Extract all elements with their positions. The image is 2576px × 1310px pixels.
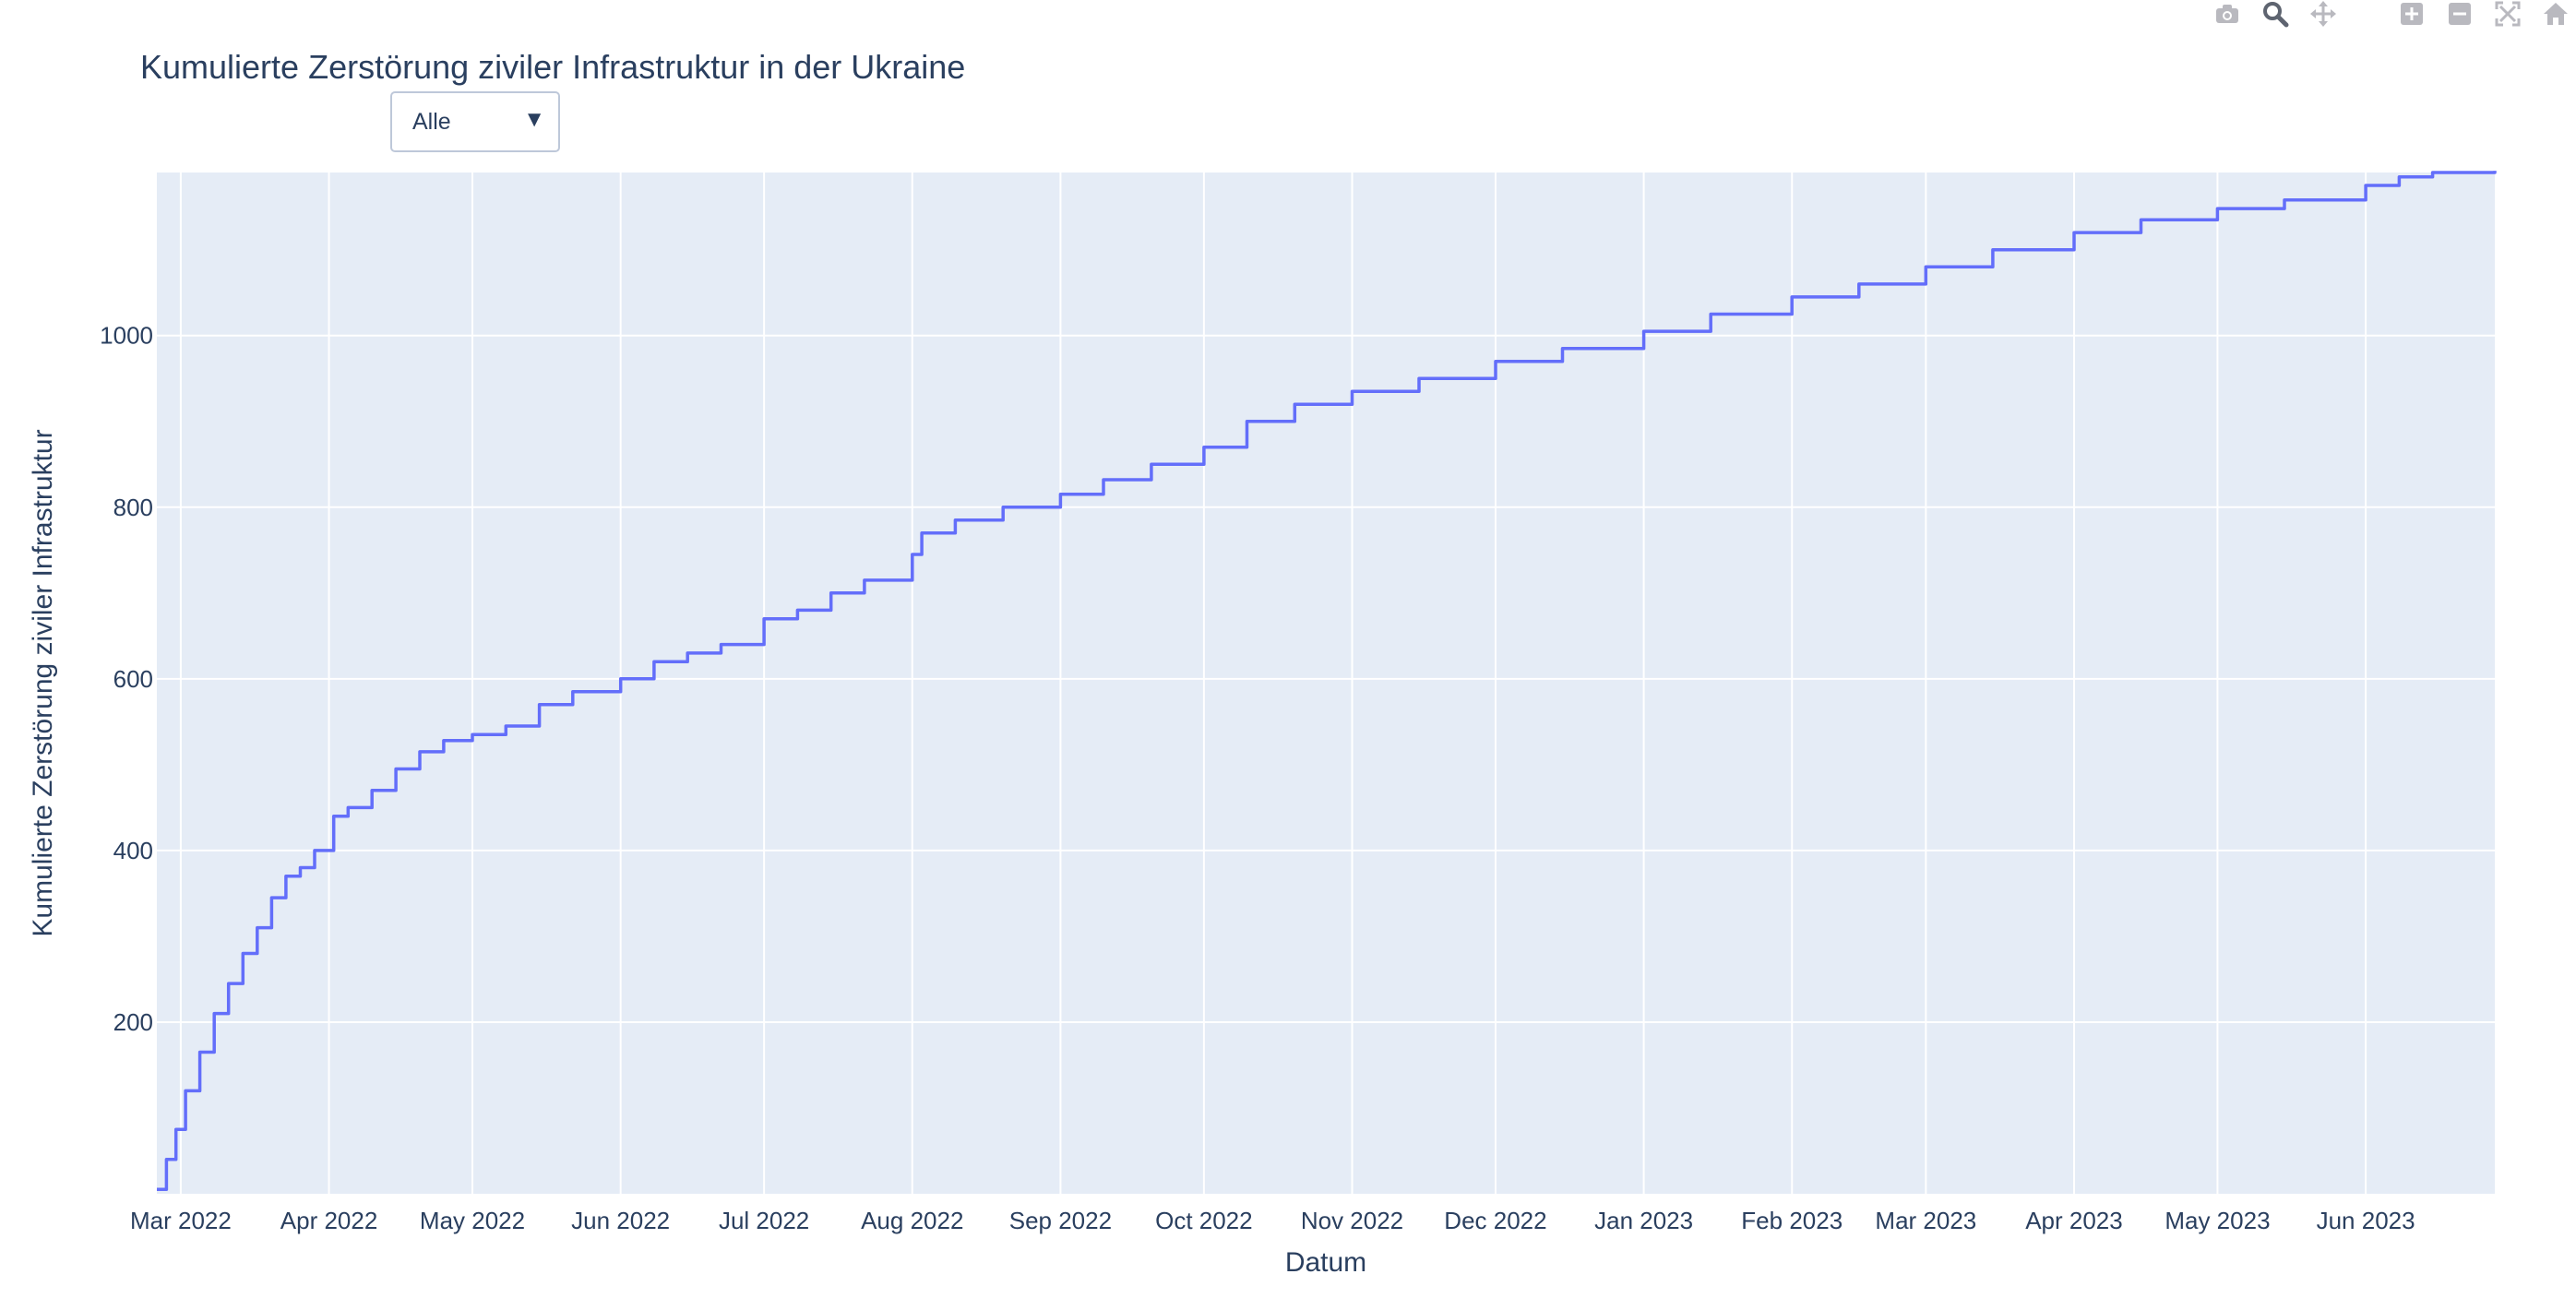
y-gridlines [157,334,2495,1023]
x-axis-label: Datum [1285,1247,1366,1278]
x-gridlines [179,173,2367,1194]
x-tick-label: Jul 2022 [719,1207,809,1234]
y-tick-label: 600 [113,665,153,693]
x-tick-labels: Mar 2022 Apr 2022 May 2022 Jun 2022 Jul 2022… [130,1207,2415,1234]
y-tick-label: 800 [113,494,153,521]
filter-dropdown[interactable]: Alle ▼ [390,91,560,152]
y-tick-label: 400 [113,837,153,864]
x-tick-label: Feb 2023 [1741,1207,1843,1234]
camera-icon[interactable] [2211,0,2244,28]
y-tick-label: 200 [113,1008,153,1036]
chart-toolbar [2211,0,2576,28]
series-line [157,171,2497,1192]
chart-title: Kumulierte Zerstörung ziviler Infrastruk… [140,48,966,86]
x-tick-label: Mar 2023 [1875,1207,1976,1234]
chevron-down-icon: ▼ [523,107,545,132]
x-tick-label: Apr 2023 [2025,1207,2123,1234]
x-tick-label: May 2023 [2165,1207,2270,1234]
x-tick-label: Jun 2023 [2317,1207,2415,1234]
pan-icon[interactable] [2307,0,2340,28]
x-tick-label: Sep 2022 [1009,1207,1112,1234]
reset-axes-icon[interactable] [2539,0,2572,28]
zoom-icon[interactable] [2259,0,2292,28]
x-tick-label: Jun 2022 [571,1207,670,1234]
y-tick-label: 1000 [100,322,153,350]
x-tick-label: Aug 2022 [861,1207,963,1234]
x-tick-label: Oct 2022 [1155,1207,1253,1234]
y-axis-label: Kumulierte Zerstörung ziviler Infrastruk… [28,429,58,936]
x-tick-label: Mar 2022 [130,1207,232,1234]
x-tick-label: Nov 2022 [1301,1207,1403,1234]
x-tick-label: May 2022 [420,1207,525,1234]
dropdown-selected-value: Alle [412,109,451,135]
autoscale-icon[interactable] [2491,0,2524,28]
zoom-out-icon[interactable] [2443,0,2476,28]
x-tick-label: Apr 2022 [280,1207,378,1234]
x-tick-label: Dec 2022 [1444,1207,1546,1234]
zoom-in-icon[interactable] [2395,0,2428,28]
plot-area [157,173,2495,1194]
x-tick-label: Jan 2023 [1594,1207,1693,1234]
y-tick-labels: 200 400 600 800 1000 [100,322,153,1036]
